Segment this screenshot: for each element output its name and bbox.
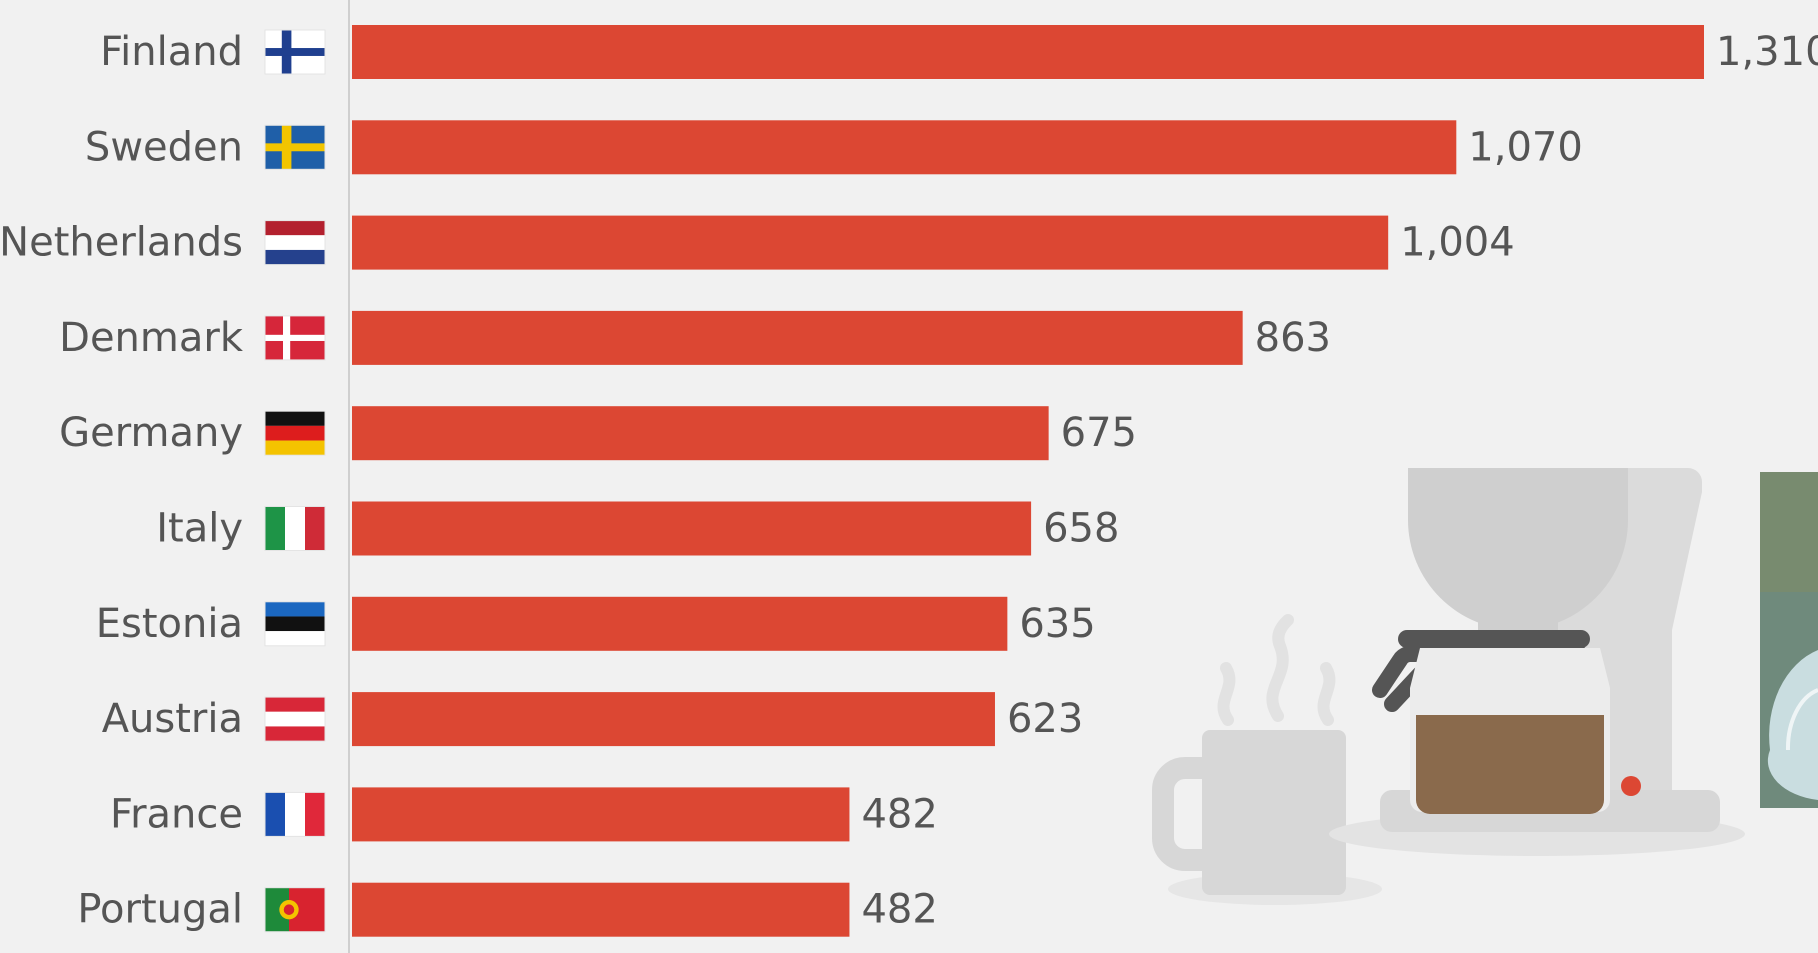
category-label-estonia: Estonia (96, 601, 243, 647)
france-flag-icon (264, 791, 326, 837)
finland-flag-icon (264, 29, 326, 75)
category-label-italy: Italy (156, 506, 243, 552)
value-label-italy: 658 (1043, 506, 1119, 552)
bar-austria (352, 692, 995, 747)
bar-netherlands (352, 215, 1389, 270)
value-label-estonia: 635 (1019, 601, 1095, 647)
sweden-flag-icon (264, 124, 326, 170)
category-label-france: France (110, 791, 243, 837)
netherlands-flag-icon (264, 220, 326, 266)
value-label-sweden: 1,070 (1468, 124, 1583, 170)
category-label-denmark: Denmark (59, 315, 244, 361)
bar-finland (352, 25, 1704, 79)
category-label-portugal: Portugal (77, 887, 243, 933)
value-label-france: 482 (861, 791, 937, 837)
bar-denmark (352, 310, 1243, 365)
bar-estonia (352, 596, 1008, 651)
category-label-germany: Germany (59, 410, 243, 456)
photo-thumbnail (1760, 472, 1818, 808)
value-label-portugal: 482 (861, 887, 937, 933)
value-label-finland: 1,310 (1716, 29, 1818, 75)
value-label-austria: 623 (1007, 696, 1083, 742)
bar-portugal (352, 882, 850, 937)
bar-italy (352, 501, 1032, 556)
category-label-finland: Finland (100, 29, 243, 75)
coffee-maker-and-mug-icon (1152, 468, 1745, 905)
value-label-germany: 675 (1061, 410, 1137, 456)
bar-sweden (352, 120, 1457, 175)
value-label-denmark: 863 (1255, 315, 1331, 361)
category-label-netherlands: Netherlands (0, 220, 243, 266)
estonia-flag-icon (264, 601, 326, 647)
category-label-austria: Austria (102, 696, 243, 742)
germany-flag-icon (264, 410, 326, 456)
italy-flag-icon (264, 506, 326, 551)
bar-germany (352, 406, 1049, 461)
bar-france (352, 787, 850, 842)
portugal-flag-icon (264, 887, 326, 933)
value-label-netherlands: 1,004 (1400, 220, 1515, 266)
category-label-sweden: Sweden (85, 124, 243, 170)
austria-flag-icon (264, 696, 326, 742)
denmark-flag-icon (264, 315, 326, 361)
